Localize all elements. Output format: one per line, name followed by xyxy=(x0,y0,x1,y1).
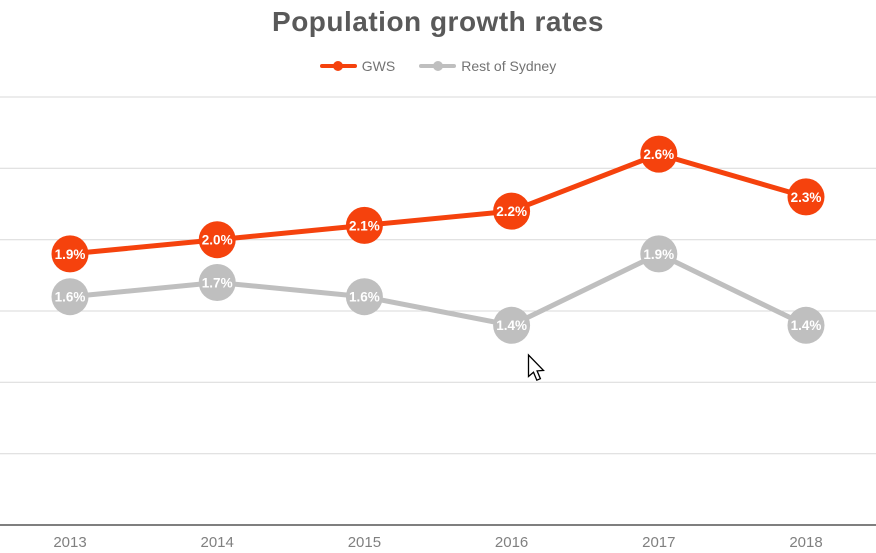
gws-legend-dot-icon xyxy=(333,61,344,71)
x-tick-label: 2013 xyxy=(53,534,86,551)
data-point-label: 1.7% xyxy=(202,275,233,290)
data-point-label: 1.6% xyxy=(55,290,86,305)
x-tick-label: 2016 xyxy=(495,534,528,551)
chart-legend: GWS Rest of Sydney xyxy=(0,58,876,74)
data-point-marker-gws[interactable] xyxy=(640,135,678,173)
legend-item-gws[interactable]: GWS xyxy=(319,58,396,74)
data-point-label: 1.4% xyxy=(496,318,527,333)
data-point-label: 2.1% xyxy=(349,218,380,233)
data-point-marker-rest-of-sydney[interactable] xyxy=(51,278,89,316)
data-point-marker-rest-of-sydney[interactable] xyxy=(493,306,531,344)
series-line-rest-of-sydney xyxy=(69,251,808,328)
data-point-marker-gws[interactable] xyxy=(51,235,89,273)
chart-title: Population growth rates xyxy=(272,6,604,37)
data-point-label: 2.3% xyxy=(791,190,822,205)
data-point-marker-gws[interactable] xyxy=(787,178,825,216)
data-point-label: 1.9% xyxy=(643,247,674,262)
data-point-marker-gws[interactable] xyxy=(493,192,531,230)
rest-legend-marker-icon xyxy=(419,61,457,71)
series-line-gws xyxy=(69,151,807,257)
data-point-label: 2.2% xyxy=(496,204,527,219)
gws-legend-marker-icon xyxy=(319,61,357,71)
data-point-marker-rest-of-sydney[interactable] xyxy=(640,235,678,273)
legend-item-rest-of-sydney[interactable]: Rest of Sydney xyxy=(419,58,556,74)
data-point-label: 1.9% xyxy=(55,247,86,262)
x-tick-label: 2015 xyxy=(348,534,381,551)
data-point-marker-gws[interactable] xyxy=(198,221,236,259)
data-point-marker-gws[interactable] xyxy=(345,206,383,244)
data-point-label: 1.6% xyxy=(349,290,380,305)
data-point-marker-rest-of-sydney[interactable] xyxy=(198,264,236,301)
rest-legend-dot-icon xyxy=(432,61,443,71)
x-tick-label: 2017 xyxy=(642,534,675,551)
data-point-label: 1.4% xyxy=(791,318,822,333)
x-tick-label: 2018 xyxy=(789,534,822,551)
data-point-marker-rest-of-sydney[interactable] xyxy=(345,278,383,316)
data-point-marker-rest-of-sydney[interactable] xyxy=(787,306,825,344)
legend-label-gws: GWS xyxy=(361,58,396,74)
data-point-label: 2.6% xyxy=(643,147,674,162)
data-point-label: 2.0% xyxy=(202,233,233,248)
legend-label-rest-of-sydney: Rest of Sydney xyxy=(461,58,557,74)
x-tick-label: 2014 xyxy=(201,534,234,551)
